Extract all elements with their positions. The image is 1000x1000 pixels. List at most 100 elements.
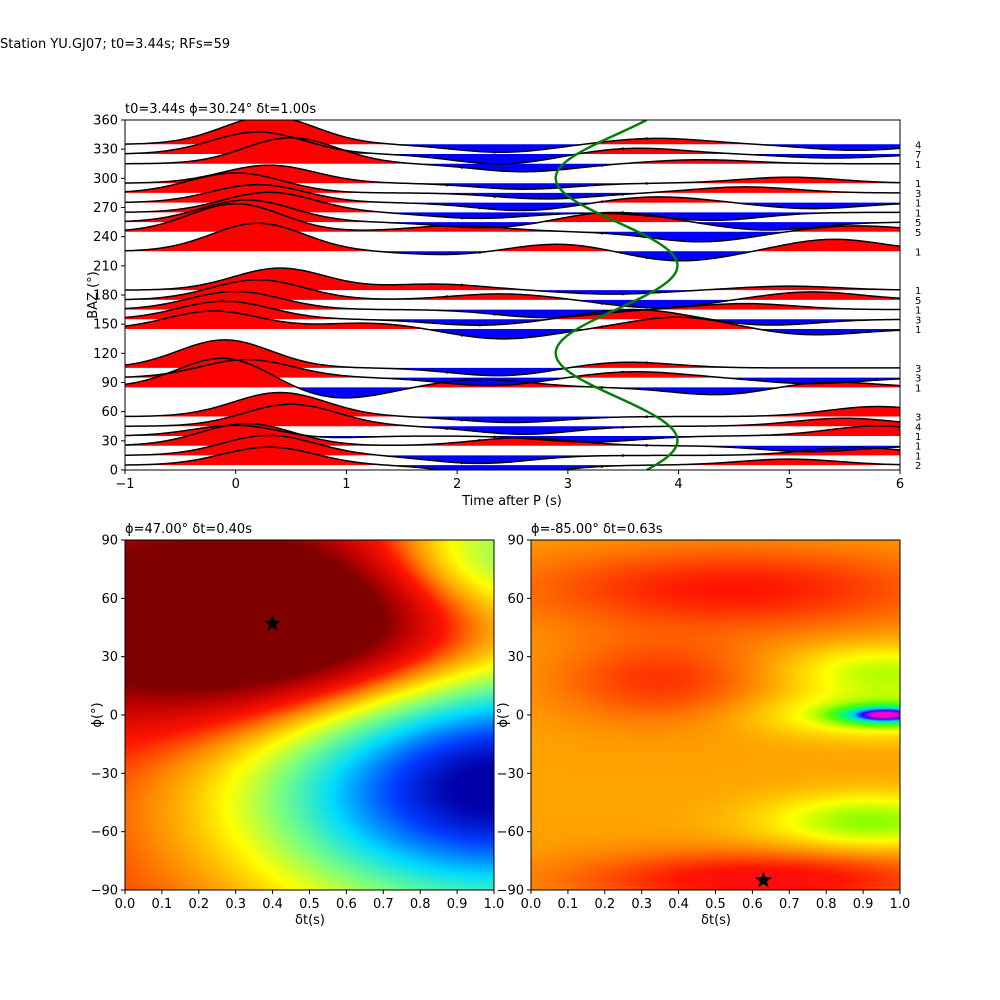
rf-bin-count: 3 <box>915 364 921 375</box>
rf-positive-fill <box>125 200 900 223</box>
rf-positive-fill <box>125 447 900 466</box>
rf-pick-dot <box>600 386 604 389</box>
grid-search-right-title: ϕ=-85.00° δt=0.63s <box>531 522 663 537</box>
rf-pick-dot <box>645 182 648 185</box>
rf-trace <box>125 358 900 387</box>
rf-negative-fill <box>125 154 900 164</box>
rf-pick-dot <box>460 333 464 337</box>
rf-pick-dot <box>600 465 604 468</box>
rf-pick-dot <box>445 183 449 187</box>
grid-search-left-x-tick-label: 0.8 <box>410 897 431 912</box>
grid-search-right-x-tick-label: 0.6 <box>742 897 763 912</box>
rf-pick-dot <box>621 426 625 429</box>
rf-positive-fill <box>125 291 900 310</box>
rf-pick-dot <box>445 371 449 374</box>
rf-pick-dot <box>645 361 648 364</box>
grid-search-left-x-tick-label: 0.2 <box>188 897 209 912</box>
rf-pick-dot <box>600 302 604 305</box>
rf-positive-fill <box>125 392 900 417</box>
rf-pick-dot <box>600 325 604 328</box>
rf-pick-dot <box>460 461 464 465</box>
rf-trace <box>125 137 900 173</box>
grid-search-right-y-tick-label: 30 <box>507 650 524 665</box>
grid-search-right-x-tick-label: 1.0 <box>890 897 911 912</box>
grid-search-left-y-label: ϕ(°) <box>90 702 105 727</box>
rf-pick-dot <box>493 150 496 154</box>
grid-search-left-y-tick-label: 0 <box>110 709 118 724</box>
figure-suptitle: Station YU.GJ07; t0=3.44s; RFs=59 <box>0 37 231 52</box>
rf-y-tick-label: 150 <box>93 318 118 333</box>
grid-search-right-y-tick-label: 90 <box>507 534 524 549</box>
rf-positive-fill <box>125 435 900 456</box>
rf-pick-dot <box>478 378 482 381</box>
grid-search-right-x-tick-label: 0.2 <box>594 897 615 912</box>
rf-pick-dot <box>621 211 625 214</box>
rf-positive-fill <box>125 192 900 213</box>
rf-y-tick-label: 60 <box>101 405 118 420</box>
rf-negative-fill <box>125 329 900 339</box>
grid-search-right-y-tick-label: −90 <box>497 884 524 899</box>
rf-trace <box>125 357 900 399</box>
rf-trace <box>125 424 900 443</box>
rf-trace <box>125 279 900 309</box>
rf-pick-dot <box>600 164 604 167</box>
rf-pick-dot <box>460 418 464 422</box>
rf-bin-count: 5 <box>915 228 921 239</box>
rf-trace <box>125 434 900 465</box>
rf-negative-fill <box>125 231 900 242</box>
rf-x-ticks: −1 0 1 2 3 4 5 6 <box>115 470 904 492</box>
rf-trace <box>125 203 900 243</box>
rf-bin-count: 4 <box>915 140 921 151</box>
rf-positive-fill <box>125 165 900 184</box>
rf-positive-fill <box>125 425 900 436</box>
rf-pick-dot <box>478 251 482 254</box>
grid-search-left-heatmap <box>125 540 494 890</box>
grid-search-left-x-tick-label: 0.1 <box>152 897 173 912</box>
grid-search-left-x-tick-label: 0.6 <box>336 897 357 912</box>
rf-y-tick-label: 30 <box>101 434 118 449</box>
rf-pick-dot <box>621 193 625 196</box>
grid-search-right-panel: 0.0 0.1 0.2 0.3 0.4 0.5 0.6 0.7 0.8 0.9 1.0 −90 −60… <box>496 522 910 928</box>
rf-y-tick-label: 120 <box>93 347 118 362</box>
rf-pick-dot <box>645 256 648 260</box>
grid-search-left-x-tick-label: 1.0 <box>484 897 505 912</box>
rf-x-tick-label: 6 <box>896 477 904 492</box>
grid-search-left-y-tick-label: 60 <box>101 592 118 607</box>
rf-negative-fill <box>125 426 900 435</box>
rf-bin-count: 4 <box>915 422 921 433</box>
rf-bin-count: 1 <box>915 247 921 258</box>
grid-search-left-x-tick-label: 0.5 <box>299 897 320 912</box>
rf-pick-dot <box>600 231 604 235</box>
rf-x-label: Time after P (s) <box>461 494 562 509</box>
grid-search-left-y-tick-label: −90 <box>91 884 118 899</box>
rf-positive-fill <box>125 120 900 145</box>
rf-pick-dot <box>645 308 648 312</box>
rf-bin-count: 1 <box>915 451 921 462</box>
grid-search-left-x-tick-label: 0.0 <box>115 897 136 912</box>
rf-title: t0=3.44s ϕ=30.24° δt=1.00s <box>125 102 316 117</box>
rf-bin-count: 1 <box>915 306 921 317</box>
rf-trace <box>125 267 900 295</box>
rf-negative-fill <box>125 202 900 211</box>
rf-negative-fill <box>125 299 900 308</box>
rf-trace <box>125 164 900 190</box>
rf-trace <box>125 183 900 212</box>
grid-search-right-x-tick-label: 0.4 <box>668 897 689 912</box>
rf-trace <box>125 172 900 200</box>
grid-search-right-y-tick-label: −60 <box>497 825 524 840</box>
rf-y-tick-label: 90 <box>101 376 118 391</box>
rf-y-tick-label: 360 <box>93 114 118 129</box>
rf-bin-count: 1 <box>915 199 921 210</box>
rf-pick-dot <box>493 384 496 387</box>
rf-positive-fill <box>125 359 900 378</box>
rf-pick-dot <box>621 454 625 457</box>
grid-search-right-y-tick-label: −30 <box>497 767 524 782</box>
rf-pick-dot <box>478 323 482 327</box>
rf-negative-fill <box>125 465 900 470</box>
grid-search-left-y-ticks: −90 −60 −30 0 30 60 90 <box>91 534 125 899</box>
grid-search-left-y-tick-label: 30 <box>101 650 118 665</box>
rf-trace <box>125 222 900 262</box>
rf-trace <box>125 339 900 377</box>
grid-search-right-y-tick-label: 60 <box>507 592 524 607</box>
rf-x-tick-label: −1 <box>115 477 134 492</box>
